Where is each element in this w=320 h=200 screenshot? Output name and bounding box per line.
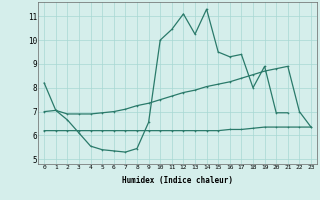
X-axis label: Humidex (Indice chaleur): Humidex (Indice chaleur) — [122, 176, 233, 185]
